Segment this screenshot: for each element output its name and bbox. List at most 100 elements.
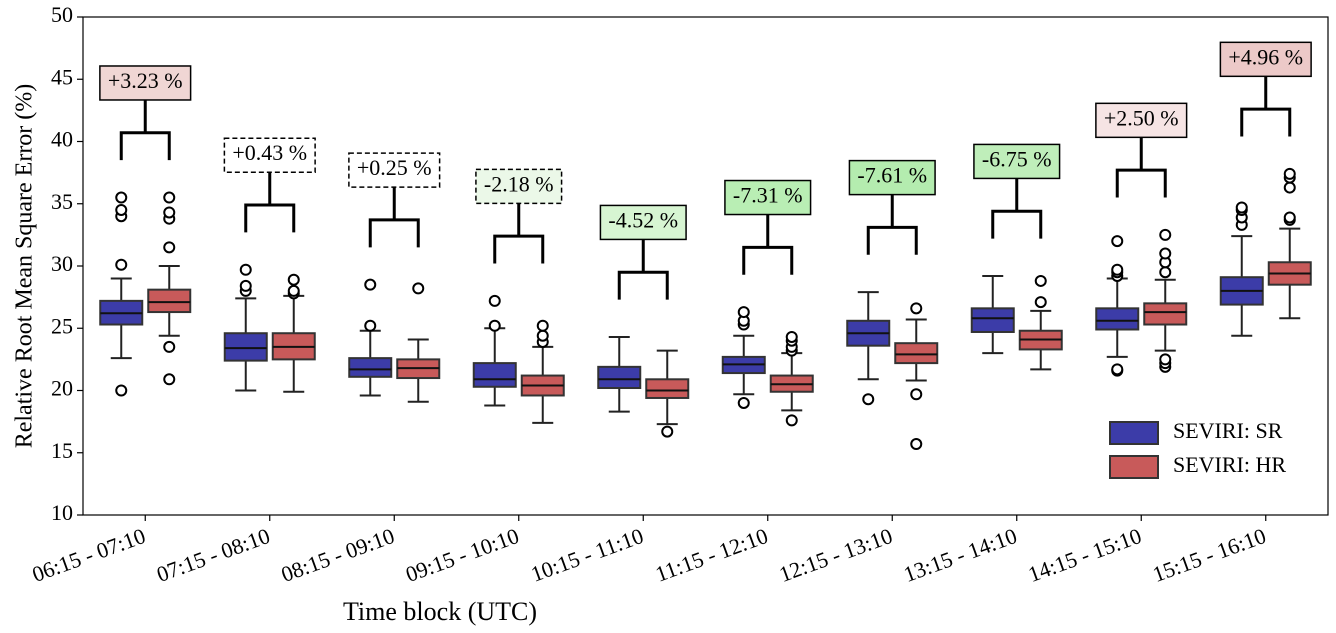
- bracket: [991, 177, 1043, 239]
- bracket: [1115, 136, 1167, 198]
- annotation: -6.75 %: [973, 143, 1061, 180]
- outlier: [536, 319, 549, 332]
- annotation: -4.52 %: [599, 204, 687, 241]
- outlier: [115, 191, 128, 204]
- box: [894, 342, 939, 365]
- annotation: +0.25 %: [348, 152, 441, 188]
- annotation: -7.31 %: [724, 179, 812, 216]
- bracket: [617, 238, 669, 300]
- annotation: +2.50 %: [1095, 102, 1188, 139]
- bracket: [244, 171, 296, 233]
- annotation-label: -6.75 %: [982, 146, 1052, 171]
- outlier: [115, 258, 128, 271]
- x-tick-label: 12:15 - 13:10: [776, 523, 896, 587]
- annotation-label: +4.96 %: [1228, 44, 1303, 69]
- outlier: [287, 273, 300, 286]
- box: [1095, 307, 1140, 331]
- annotation-label: +2.50 %: [1104, 105, 1179, 130]
- outlier: [1159, 247, 1172, 260]
- box: [147, 288, 192, 314]
- legend-swatch: [1109, 455, 1159, 479]
- annotation-box: [599, 204, 687, 241]
- annotation-label: -2.18 %: [484, 171, 554, 196]
- legend-label: SEVIRI: HR: [1173, 452, 1286, 477]
- outlier: [737, 306, 750, 319]
- outlier: [737, 396, 750, 409]
- outlier: [163, 373, 176, 386]
- x-tick-label: 15:15 - 16:10: [1149, 523, 1269, 587]
- outlier: [910, 438, 923, 451]
- outlier: [536, 329, 549, 342]
- outlier: [1235, 201, 1248, 214]
- annotation-box: [973, 143, 1061, 180]
- outlier: [412, 282, 425, 295]
- annotation-label: -7.61 %: [857, 163, 927, 188]
- annotation-box: [223, 137, 316, 173]
- annotation: -2.18 %: [475, 168, 563, 205]
- outlier: [1159, 228, 1172, 241]
- outlier: [1111, 235, 1124, 248]
- y-tick-label: 25: [51, 313, 73, 338]
- outlier: [239, 279, 252, 292]
- annotation-box: [99, 65, 192, 101]
- outlier: [1283, 167, 1296, 180]
- outlier: [488, 319, 501, 332]
- annotation-label: +0.43 %: [232, 140, 307, 165]
- bracket: [742, 213, 794, 275]
- box: [645, 378, 690, 399]
- bracket: [1240, 75, 1292, 137]
- outlier: [785, 330, 798, 343]
- outlier: [910, 388, 923, 401]
- y-axis-title: Relative Root Mean Square Error (%): [12, 84, 38, 449]
- annotation: -7.61 %: [848, 159, 936, 196]
- annotation-box: [1219, 41, 1312, 78]
- outlier: [1159, 266, 1172, 279]
- box: [1143, 302, 1188, 326]
- annotation-label: +3.23 %: [108, 68, 183, 93]
- annotation-label: +0.25 %: [357, 155, 432, 180]
- outlier: [862, 393, 875, 406]
- box: [472, 362, 517, 388]
- outlier: [1111, 363, 1124, 376]
- outlier: [661, 425, 674, 438]
- outlier: [287, 284, 300, 297]
- outlier: [364, 278, 377, 291]
- outlier: [163, 340, 176, 353]
- box: [970, 307, 1015, 333]
- annotation-box: [348, 152, 441, 188]
- y-tick-label: 15: [51, 438, 73, 463]
- x-tick-label: 10:15 - 11:10: [528, 523, 647, 587]
- legend-swatch: [1109, 421, 1159, 445]
- annotation: +3.23 %: [99, 65, 192, 101]
- annotation-box: [724, 179, 812, 216]
- annotation-box: [475, 168, 563, 205]
- x-tick-label: 09:15 - 10:10: [402, 523, 522, 587]
- box: [348, 357, 393, 378]
- y-tick-label: 45: [51, 64, 73, 89]
- outlier: [1034, 296, 1047, 309]
- bracket: [866, 193, 918, 255]
- outlier: [163, 191, 176, 204]
- y-tick-label: 35: [51, 189, 73, 214]
- outlier: [1283, 181, 1296, 194]
- y-tick-label: 20: [51, 376, 73, 401]
- y-tick-label: 10: [51, 500, 73, 525]
- outlier: [115, 203, 128, 216]
- outlier: [364, 319, 377, 332]
- x-tick-label: 06:15 - 07:10: [29, 523, 149, 587]
- legend-label: SEVIRI: SR: [1173, 418, 1283, 443]
- x-tick-label: 13:15 - 14:10: [900, 523, 1020, 587]
- y-tick-label: 50: [51, 2, 73, 27]
- x-tick-label: 14:15 - 15:10: [1025, 523, 1145, 587]
- annotation: +4.96 %: [1219, 41, 1312, 78]
- bracket: [493, 202, 545, 264]
- annotation-label: -7.31 %: [733, 183, 803, 208]
- outlier: [163, 241, 176, 254]
- y-tick-label: 30: [51, 251, 73, 276]
- annotation-label: -4.52 %: [608, 207, 678, 232]
- outlier: [115, 384, 128, 397]
- outlier: [1159, 353, 1172, 366]
- outlier: [488, 294, 501, 307]
- annotation-box: [1095, 102, 1188, 139]
